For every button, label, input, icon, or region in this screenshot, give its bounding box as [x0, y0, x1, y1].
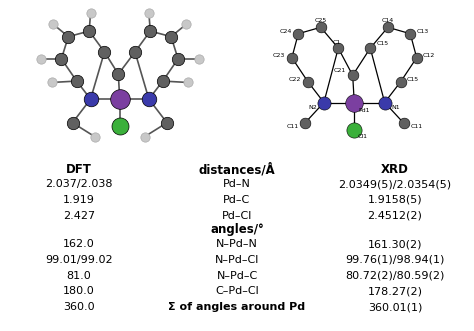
Point [115, 71, 122, 77]
Text: 178.27(2): 178.27(2) [367, 286, 422, 296]
Point [145, 10, 153, 16]
Point [350, 127, 358, 132]
Text: Pd–C: Pd–C [223, 195, 251, 205]
Text: 80.72(2)/80.59(2): 80.72(2)/80.59(2) [345, 270, 445, 281]
Text: Pd–Cl: Pd–Cl [222, 211, 252, 221]
Point [48, 80, 55, 85]
Text: C15: C15 [407, 77, 419, 82]
Text: C23: C23 [273, 53, 285, 58]
Point [288, 55, 296, 60]
Text: C13: C13 [417, 29, 429, 34]
Point [384, 25, 392, 30]
Text: C25: C25 [315, 19, 327, 24]
Text: C14: C14 [382, 19, 394, 24]
Point [73, 78, 81, 84]
Text: 2.4512(2): 2.4512(2) [367, 211, 422, 221]
Point [195, 56, 203, 62]
Text: C24: C24 [280, 29, 292, 34]
Point [87, 10, 94, 16]
Point [320, 100, 328, 105]
Text: 180.0: 180.0 [63, 286, 95, 296]
Point [167, 34, 175, 39]
Text: C12: C12 [423, 53, 435, 58]
Point [64, 34, 72, 39]
Text: 161.30(2): 161.30(2) [368, 239, 422, 249]
Point [37, 56, 45, 62]
Text: angles/°: angles/° [210, 223, 264, 236]
Text: N–Pd–C: N–Pd–C [216, 270, 258, 281]
Text: distances/Å: distances/Å [199, 164, 275, 177]
Text: C11: C11 [286, 124, 298, 129]
Text: 1.919: 1.919 [63, 195, 95, 205]
Text: 162.0: 162.0 [63, 239, 95, 249]
Text: XRD: XRD [381, 164, 409, 176]
Text: N–Pd–Cl: N–Pd–Cl [215, 255, 259, 265]
Text: C22: C22 [289, 77, 301, 82]
Point [407, 31, 414, 36]
Text: DFT: DFT [66, 164, 92, 176]
Text: 1.9158(5): 1.9158(5) [368, 195, 422, 205]
Text: C1: C1 [333, 40, 341, 45]
Point [116, 96, 124, 102]
Text: C–Pd–Cl: C–Pd–Cl [215, 286, 259, 296]
Text: 99.01/99.02: 99.01/99.02 [45, 255, 113, 265]
Point [301, 121, 309, 126]
Point [159, 78, 166, 84]
Point [366, 45, 374, 51]
Text: 360.0: 360.0 [63, 302, 95, 312]
Point [85, 28, 93, 34]
Text: 99.76(1)/98.94(1): 99.76(1)/98.94(1) [345, 255, 445, 265]
Text: N1: N1 [391, 105, 400, 110]
Point [91, 134, 99, 139]
Point [317, 25, 325, 30]
Point [413, 55, 420, 60]
Text: 81.0: 81.0 [67, 270, 91, 281]
Point [400, 121, 408, 126]
Point [131, 49, 139, 55]
Point [350, 100, 358, 105]
Text: Σ of angles around Pd: Σ of angles around Pd [168, 302, 306, 312]
Point [335, 45, 342, 51]
Point [58, 56, 65, 62]
Text: 2.0349(5)/2.0354(5): 2.0349(5)/2.0354(5) [338, 179, 452, 189]
Text: C21: C21 [334, 68, 346, 73]
Text: Pd1: Pd1 [358, 108, 370, 113]
Point [141, 134, 148, 139]
Point [100, 49, 108, 55]
Text: C11: C11 [410, 124, 422, 129]
Text: Pd–N: Pd–N [223, 179, 251, 189]
Point [381, 100, 389, 105]
Point [116, 123, 124, 128]
Text: C15: C15 [377, 41, 389, 46]
Text: 2.037/2.038: 2.037/2.038 [46, 179, 113, 189]
Text: N–Pd–N: N–Pd–N [216, 239, 258, 249]
Point [397, 79, 404, 84]
Point [145, 96, 153, 102]
Point [87, 96, 94, 102]
Point [182, 22, 190, 27]
Point [294, 31, 302, 36]
Point [349, 73, 356, 78]
Text: N2: N2 [309, 105, 318, 110]
Text: Cl1: Cl1 [358, 134, 368, 139]
Point [69, 120, 76, 125]
Point [146, 28, 154, 34]
Point [184, 80, 191, 85]
Point [163, 120, 171, 125]
Text: 360.01(1): 360.01(1) [368, 302, 422, 312]
Point [304, 79, 312, 84]
Text: 2.427: 2.427 [63, 211, 95, 221]
Point [174, 56, 182, 62]
Point [49, 22, 57, 27]
